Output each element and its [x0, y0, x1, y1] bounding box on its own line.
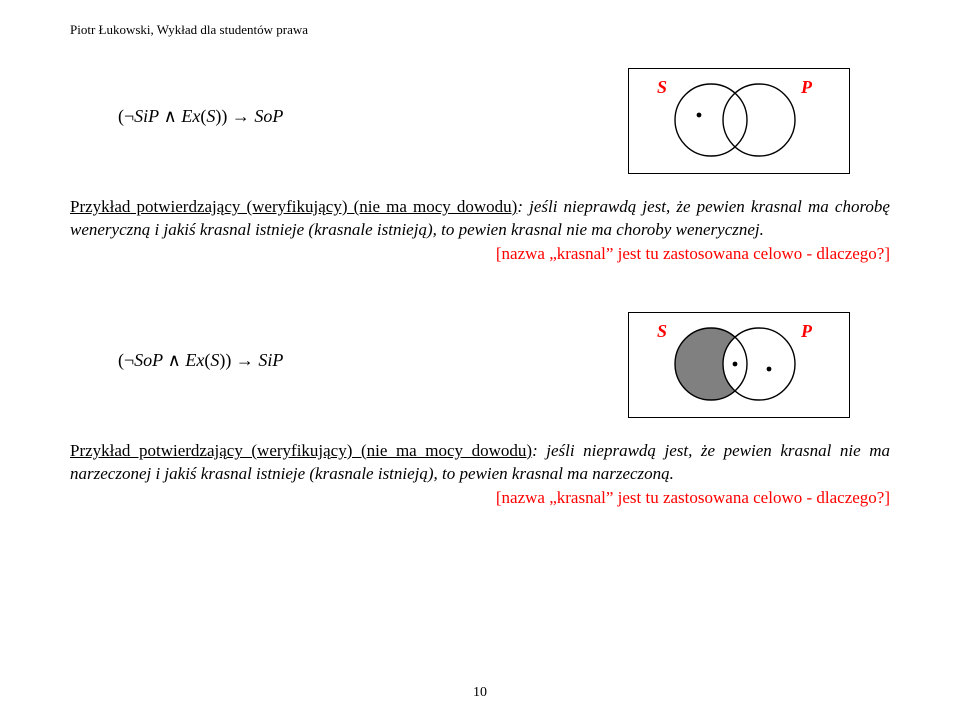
wedge-1: ∧	[159, 106, 181, 126]
svg-text:S: S	[657, 321, 667, 341]
ex-2: Ex	[185, 350, 204, 370]
rhs-1: SoP	[254, 106, 283, 126]
wedge-2: ∧	[163, 350, 185, 370]
example-1-lead: Przykład potwierdzający (weryfikujący) (…	[70, 197, 517, 216]
rhs-2: SiP	[258, 350, 283, 370]
lhs1-1: SiP	[134, 106, 159, 126]
formula-2: (¬SoP ∧ Ex(S)) → SiP	[70, 312, 283, 371]
note-1: [nazwa „krasnal” jest tu zastosowana cel…	[70, 244, 890, 264]
svg-text:P: P	[800, 77, 813, 97]
page-number: 10	[0, 685, 960, 701]
formula-1: (¬SiP ∧ Ex(S)) → SoP	[70, 68, 283, 127]
block-2-row: (¬SoP ∧ Ex(S)) → SiP SP	[70, 312, 890, 418]
block-1-row: (¬SiP ∧ Ex(S)) → SoP SP	[70, 68, 890, 174]
arrow-2: →	[231, 350, 258, 370]
running-header: Piotr Łukowski, Wykład dla studentów pra…	[70, 22, 890, 38]
arrow-1: →	[227, 106, 254, 126]
venn-diagram-1: SP	[628, 68, 850, 174]
neg-1: ¬	[124, 106, 134, 126]
venn-diagram-2: SP	[628, 312, 850, 418]
svg-text:P: P	[800, 321, 813, 341]
arg-1: S	[206, 106, 215, 126]
svg-text:S: S	[657, 77, 667, 97]
ex-1: Ex	[181, 106, 200, 126]
example-2: Przykład potwierdzający (weryfikujący) (…	[70, 440, 890, 486]
neg-2: ¬	[124, 350, 134, 370]
example-2-lead: Przykład potwierdzający (weryfikujący) (…	[70, 441, 532, 460]
arg-2: S	[210, 350, 219, 370]
lhs1-2: SoP	[134, 350, 163, 370]
example-1: Przykład potwierdzający (weryfikujący) (…	[70, 196, 890, 242]
note-2: [nazwa „krasnal” jest tu zastosowana cel…	[70, 488, 890, 508]
